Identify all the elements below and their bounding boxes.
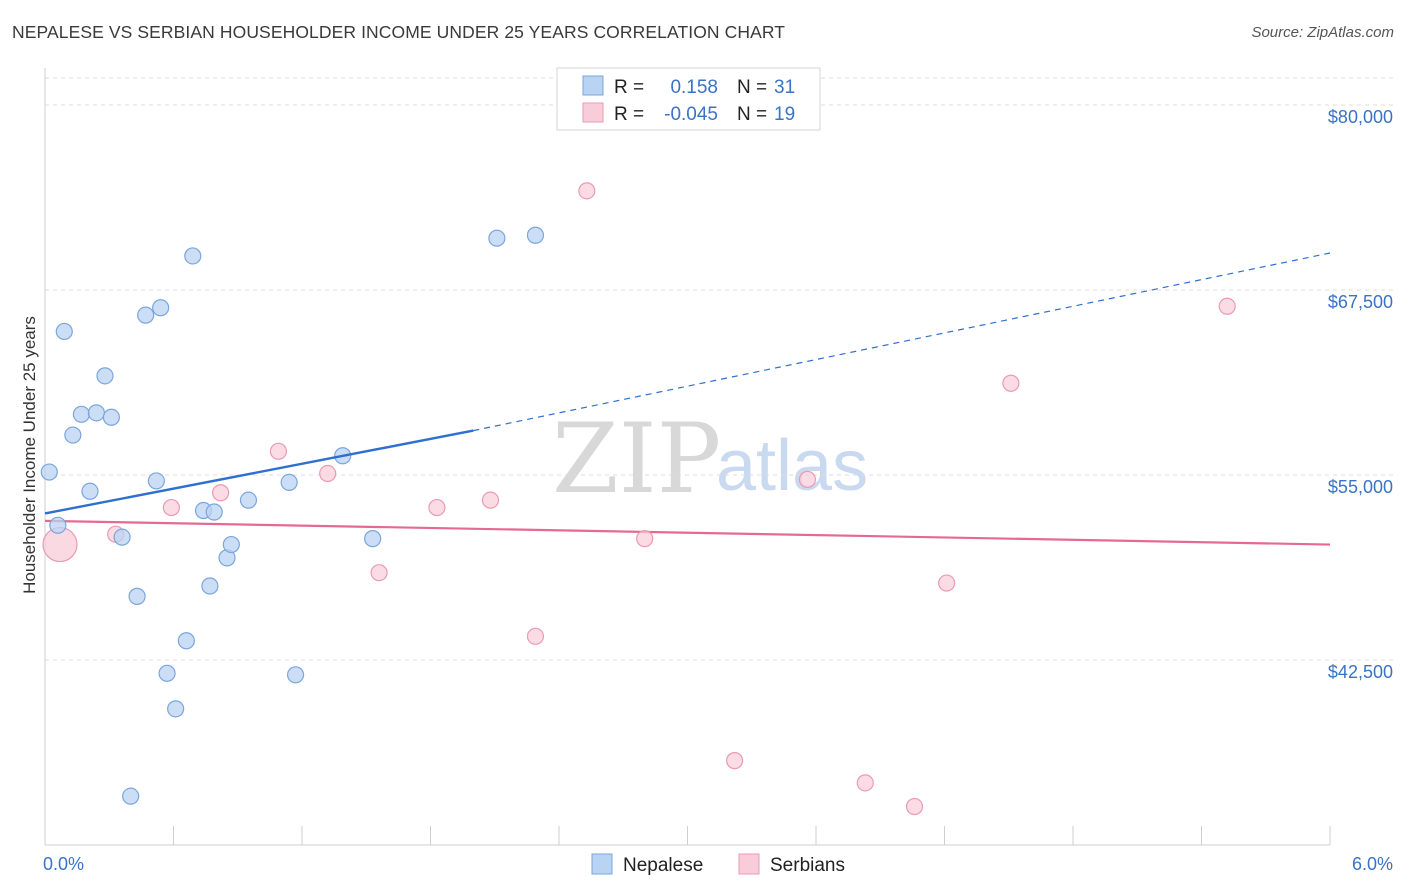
chart-source: Source: ZipAtlas.com [1251,24,1394,41]
data-points [40,182,1236,816]
data-point-nepalese [72,405,91,423]
data-point-serbians [636,530,654,548]
data-point-nepalese [128,587,146,605]
data-point-serbians [798,470,817,489]
legend-r-value-nepalese: 0.158 [670,77,718,98]
data-point-nepalese [102,408,120,426]
legend-n-value-serbians: 19 [774,104,795,125]
trend-lines [44,252,1331,546]
y-tick-label: $55,000 [1328,477,1393,497]
data-point-serbians [428,498,446,517]
legend-n-label-nepalese: N = [737,77,767,98]
data-point-nepalese [81,482,99,500]
y-tick-label: $80,000 [1328,107,1393,127]
data-point-nepalese [205,503,223,521]
data-point-nepalese [201,577,219,595]
data-point-nepalese [177,632,195,650]
data-point-nepalese [113,528,131,546]
legend-swatch-nepalese [582,75,604,96]
data-point-nepalese [488,229,506,247]
data-point-serbians [370,564,388,582]
data-point-serbians [481,491,500,509]
data-point-nepalese [137,306,155,324]
watermark-zip: ZIP [552,403,721,515]
data-point-nepalese [167,700,185,718]
data-point-nepalese [158,664,176,682]
watermark-atlas: atlas [716,426,868,506]
data-point-serbians [578,182,596,200]
trend-line-nepalese [44,429,474,515]
data-point-serbians [938,574,956,592]
data-point-nepalese [286,666,305,684]
legend-r-value-serbians: -0.045 [664,104,718,125]
data-point-nepalese [49,516,67,534]
watermark: ZIP atlas [552,403,868,515]
data-point-nepalese [96,367,114,385]
y-tick-labels: $42,500 $55,000 $67,500 $80,000 [1328,107,1393,682]
data-point-nepalese [364,530,382,548]
series-legend-label-nepalese: Nepalese [623,855,703,876]
x-tick-label-max: 6.0% [1352,854,1393,874]
legend-swatch-serbians [582,102,604,123]
data-point-nepalese [184,247,202,265]
series-legend-swatch-nepalese [591,853,613,875]
legend-r-label-nepalese: R = [614,77,644,98]
chart-title: NEPALESE VS SERBIAN HOUSEHOLDER INCOME U… [12,22,786,42]
series-legend-label-serbians: Serbians [770,855,845,876]
trend-line-nepalese-extension [473,252,1331,432]
data-point-nepalese [147,472,165,490]
x-ticks [44,826,1331,845]
data-point-nepalese [280,473,298,491]
data-point-nepalese [526,226,545,244]
data-point-nepalese [55,322,73,341]
y-tick-label: $67,500 [1328,292,1393,312]
data-point-serbians [319,464,337,483]
y-tick-label: $42,500 [1328,662,1393,682]
data-point-nepalese [122,787,140,805]
data-point-nepalese [222,535,240,554]
data-point-serbians [1218,297,1236,315]
data-point-nepalese [87,404,106,422]
legend-n-value-nepalese: 31 [774,77,795,98]
y-axis-label: Householder Income Under 25 years [20,316,39,594]
gridlines [45,77,1393,661]
data-point-serbians [526,627,545,645]
data-point-serbians [856,774,874,792]
legend-r-label-serbians: R = [614,104,644,125]
correlation-legend: R = 0.158 N = 31 R = -0.045 N = 19 [556,67,821,131]
series-legend-swatch-serbians [738,853,760,875]
data-point-serbians [212,484,230,502]
data-point-serbians [269,442,288,460]
data-point-serbians [726,752,744,770]
data-point-serbians [162,498,180,517]
legend-n-label-serbians: N = [737,104,767,125]
data-point-nepalese [239,491,258,509]
data-point-nepalese [40,463,58,481]
data-point-serbians [905,797,924,816]
series-legend: Nepalese Serbians [591,853,845,876]
trend-line-serbians [44,519,1331,546]
x-tick-label-min: 0.0% [43,854,84,874]
data-point-serbians [1002,374,1020,392]
data-point-nepalese [152,299,170,317]
data-point-nepalese [64,426,82,444]
